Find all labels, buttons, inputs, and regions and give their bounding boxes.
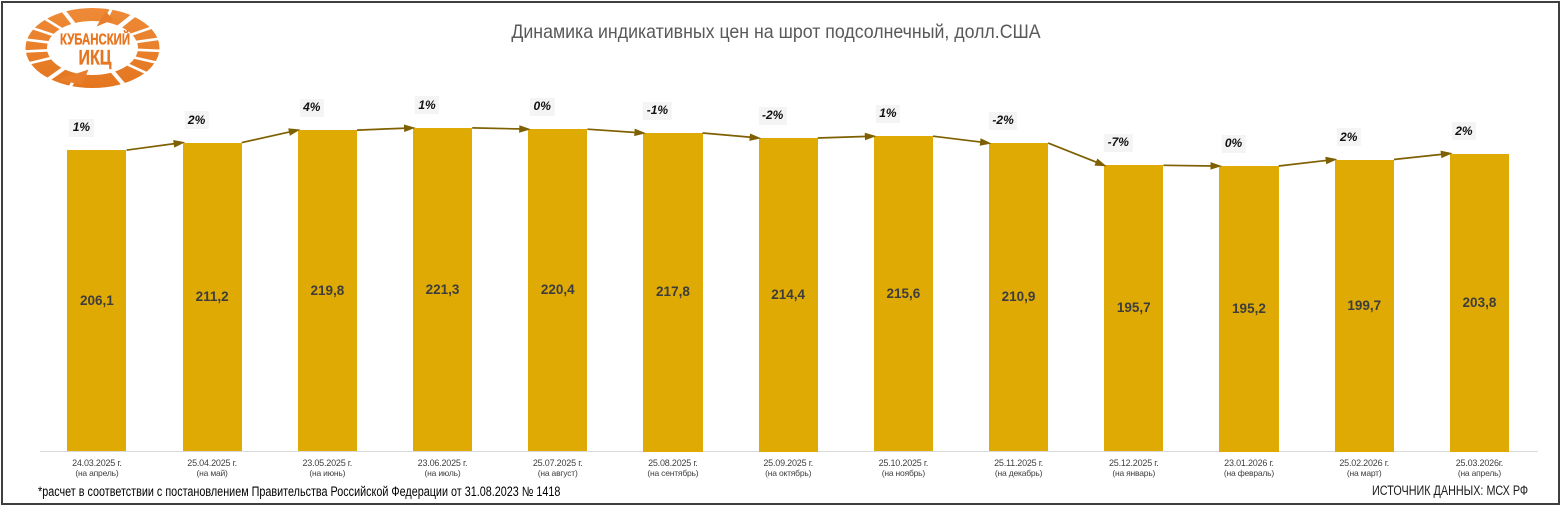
svg-text:ИКЦ: ИКЦ [79, 46, 112, 70]
svg-text:КУБАНСКИЙ: КУБАНСКИЙ [60, 31, 130, 49]
